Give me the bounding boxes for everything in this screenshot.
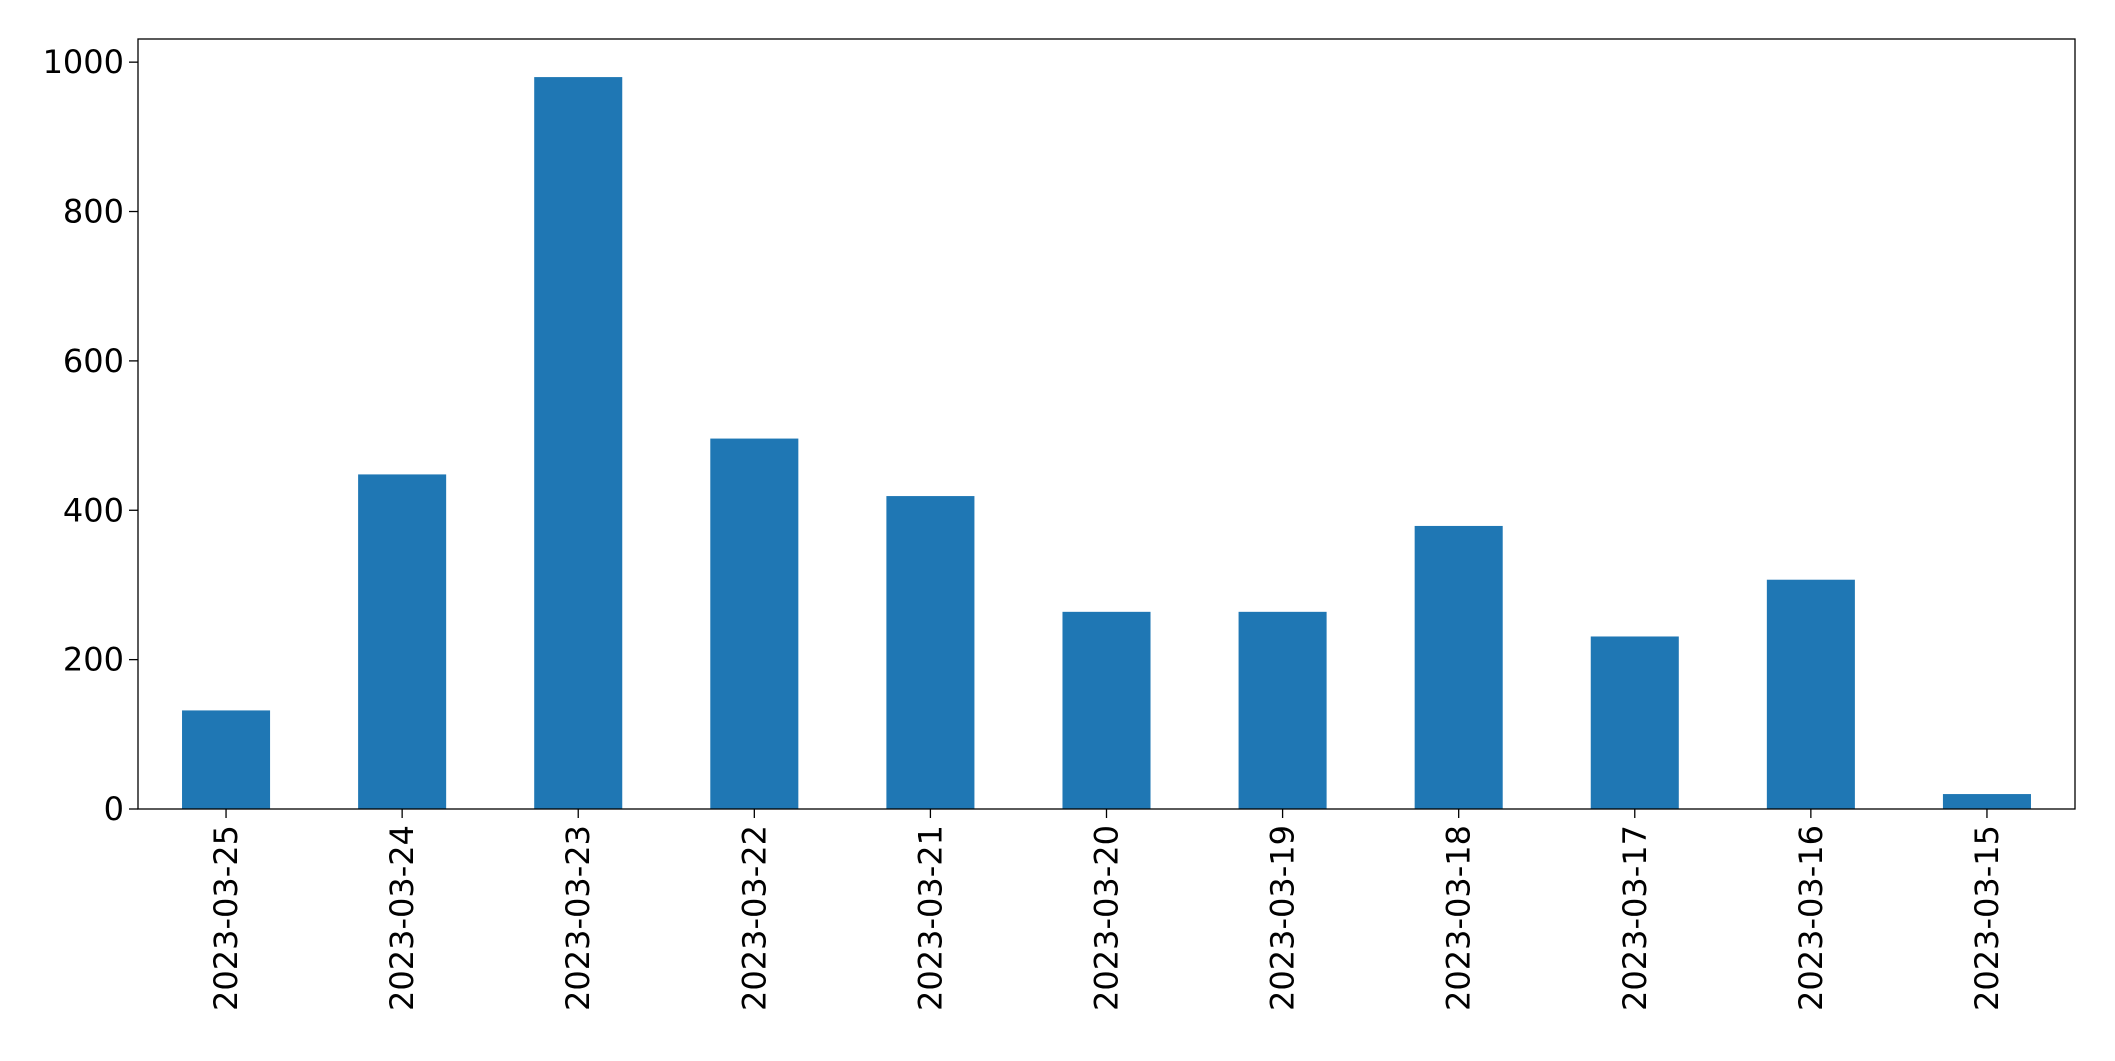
plot-frame [137,38,2076,810]
x-tick-label: 2023-03-20 [1088,825,1126,1011]
x-tick-label: 2023-03-21 [911,825,949,1011]
y-tick-label: 0 [104,790,124,828]
bar [886,496,975,809]
y-tick-label: 1000 [43,43,124,81]
x-tick-label: 2023-03-15 [1968,825,2006,1011]
x-tick-label: 2023-03-23 [559,825,597,1011]
y-tick-label: 200 [63,641,124,679]
bar [1414,525,1503,809]
x-tick-label: 2023-03-17 [1616,825,1654,1011]
bar [1766,579,1855,809]
y-tick-label: 600 [63,342,124,380]
x-tick-label: 2023-03-19 [1264,825,1302,1011]
x-tick-label: 2023-03-22 [735,825,773,1011]
bar [1238,611,1327,809]
x-tick-label: 2023-03-25 [207,825,245,1011]
bar [710,438,799,809]
bar [534,77,623,809]
bar [1590,636,1679,809]
bar [1942,794,2031,809]
x-tick-label: 2023-03-16 [1792,825,1830,1011]
x-tick-label: 2023-03-18 [1440,825,1478,1011]
y-tick-label: 800 [63,193,124,231]
bar [1062,611,1151,809]
bar [358,474,447,809]
y-tick-label: 400 [63,491,124,529]
bar [182,710,271,809]
x-tick-label: 2023-03-24 [383,825,421,1011]
